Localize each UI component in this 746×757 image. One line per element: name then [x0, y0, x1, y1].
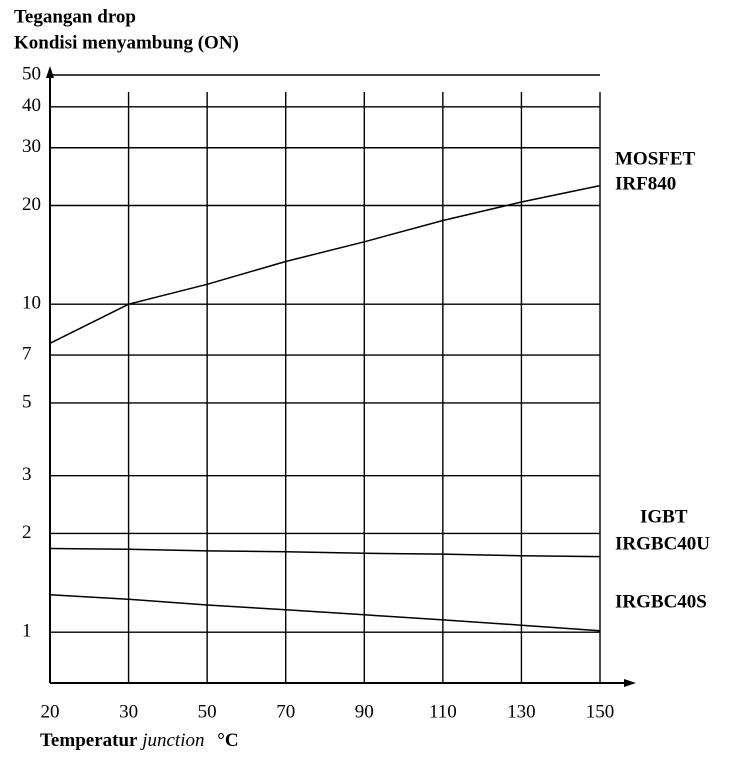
x-tick-label: 150 [586, 701, 615, 722]
y-tick-label: 40 [22, 95, 41, 116]
series-line [50, 186, 600, 344]
y-tick-label: 2 [22, 522, 32, 543]
y-tick-label: 3 [22, 464, 32, 485]
series-line [50, 549, 600, 557]
chart-title: Tegangan drop [14, 6, 136, 27]
x-axis-label: Temperatur junction °C [40, 730, 239, 751]
series-line [50, 595, 600, 631]
y-tick-label: 20 [22, 194, 41, 215]
y-tick-label: 30 [22, 136, 41, 157]
x-axis-label-main: Temperatur [40, 730, 138, 751]
x-tick-label: 70 [276, 701, 295, 722]
x-tick-label: 20 [41, 701, 60, 722]
x-tick-label: 30 [119, 701, 138, 722]
x-tick-label: 90 [355, 701, 374, 722]
chart-title: Kondisi menyambung (ON) [14, 32, 239, 53]
series-label: IRF840 [615, 173, 676, 194]
x-tick-label: 130 [507, 701, 536, 722]
series-label: IRGBC40S [615, 591, 707, 612]
annotation: IGBT [640, 506, 688, 527]
x-tick-label: 50 [198, 701, 217, 722]
x-axis-label-unit: °C [217, 730, 238, 751]
y-tick-label: 50 [22, 63, 41, 84]
x-axis-arrow [624, 679, 636, 687]
series-label: IRGBC40U [615, 533, 710, 554]
x-tick-label: 110 [429, 701, 457, 722]
y-axis-arrow [46, 66, 54, 78]
y-tick-label: 5 [22, 391, 32, 412]
y-tick-label: 10 [22, 293, 41, 314]
x-axis-label-italic: junction [139, 730, 204, 751]
chart: Tegangan drop Kondisi menyambung (ON) MO… [0, 0, 746, 757]
y-tick-label: 7 [22, 343, 32, 364]
y-tick-label: 1 [22, 621, 32, 642]
annotation: MOSFET [615, 148, 696, 169]
